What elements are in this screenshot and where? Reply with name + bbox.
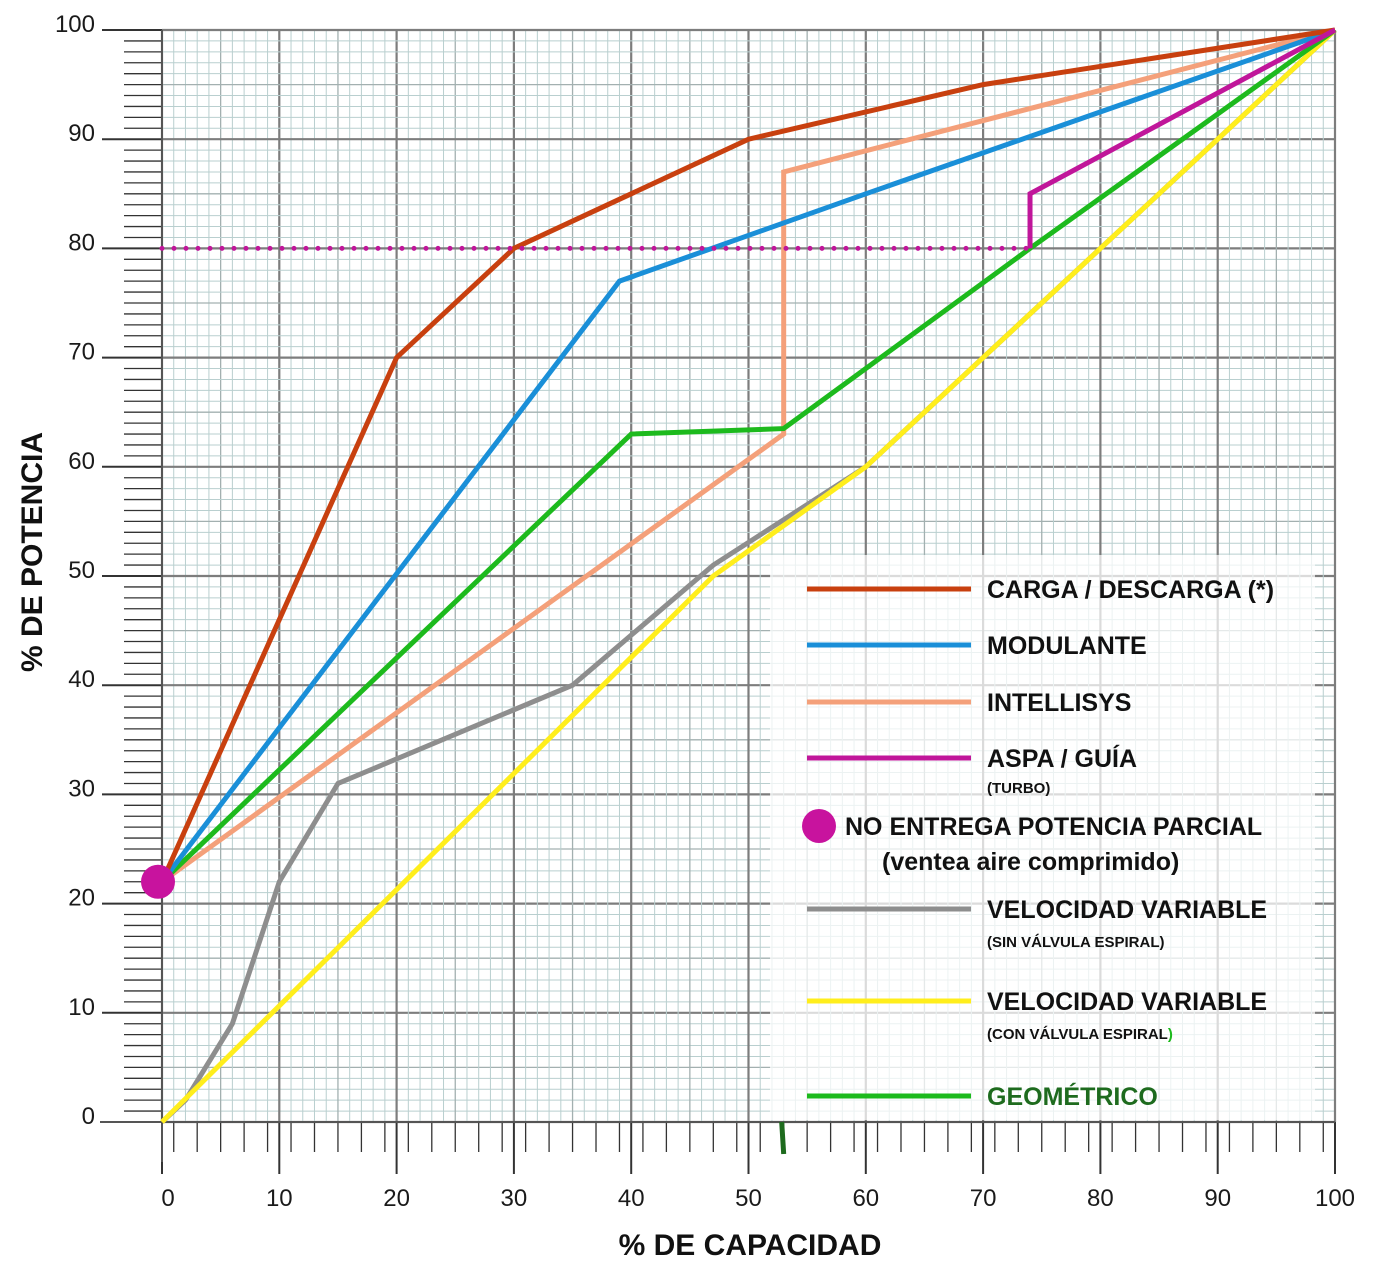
legend-label: INTELLISYS [987,689,1131,717]
y-tick-label: 20 [68,885,95,912]
legend-marker-label: NO ENTREGA POTENCIA PARCIAL [845,813,1262,841]
x-tick-label: 70 [970,1185,997,1212]
y-tick-label: 80 [68,229,95,256]
x-tick-label: 10 [266,1185,293,1212]
y-tick-label: 90 [68,120,95,147]
y-tick-label: 60 [68,448,95,475]
x-tick-label: 40 [618,1185,645,1212]
y-tick-label: 40 [68,666,95,693]
x-tick-label: 20 [383,1185,410,1212]
legend-label: ASPA / GUÍA [987,744,1137,773]
tick-labels: 0 10 20 30 40 50 60 70 80 90 100 0 10 20 30 40 50 60 70 80 9… [55,11,1355,1212]
x-tick-label: 90 [1204,1185,1231,1212]
x-tick-label: 100 [1315,1185,1355,1212]
legend-marker-sublabel: (ventea aire comprimido) [882,848,1179,876]
series-line [160,27,1336,884]
no-partial-power-marker [141,864,175,899]
series-lines [141,27,1337,1155]
y-tick-label: 0 [82,1103,95,1130]
legend: CARGA / DESCARGA (*) MODULANTE INTELLISYS A… [770,555,1315,1120]
x-tick-label: 30 [501,1185,528,1212]
y-tick-label: 100 [55,11,95,38]
legend-label: CARGA / DESCARGA (*) [987,576,1274,604]
x-tick-label: 50 [735,1185,762,1212]
legend-box [770,555,1315,1120]
series-line [1027,27,1337,249]
y-tick-label: 50 [68,557,95,584]
capacity-marker-line [779,1121,787,1155]
legend-label: VELOCIDAD VARIABLE [987,988,1267,1016]
series-line [160,28,1337,1124]
series-line [160,28,1337,1124]
legend-sublabel: (SIN VÁLVULA ESPIRAL) [987,934,1165,951]
x-axis-title: % DE CAPACIDAD [619,1229,882,1262]
legend-sublabel: (TURBO) [987,780,1050,797]
x-tick-label: 0 [161,1185,174,1212]
y-axis-title: % DE POTENCIA [16,432,49,672]
legend-label: GEOMÉTRICO [987,1082,1158,1111]
x-tick-label: 60 [852,1185,879,1212]
axis-ruler [100,29,1336,1174]
y-tick-label: 10 [68,994,95,1021]
series-line [159,27,1336,883]
y-tick-label: 30 [68,775,95,802]
legend-sublabel-end: ) [1168,1026,1173,1043]
legend-marker-dot [802,809,836,843]
legend-label: VELOCIDAD VARIABLE [987,896,1267,924]
y-tick-label: 70 [68,339,95,366]
legend-sublabel: (CON VÁLVULA ESPIRAL) [987,1026,1173,1043]
series-line [160,27,1337,884]
legend-label: MODULANTE [987,632,1147,660]
x-tick-label: 80 [1087,1185,1114,1212]
series-line [160,27,1336,884]
